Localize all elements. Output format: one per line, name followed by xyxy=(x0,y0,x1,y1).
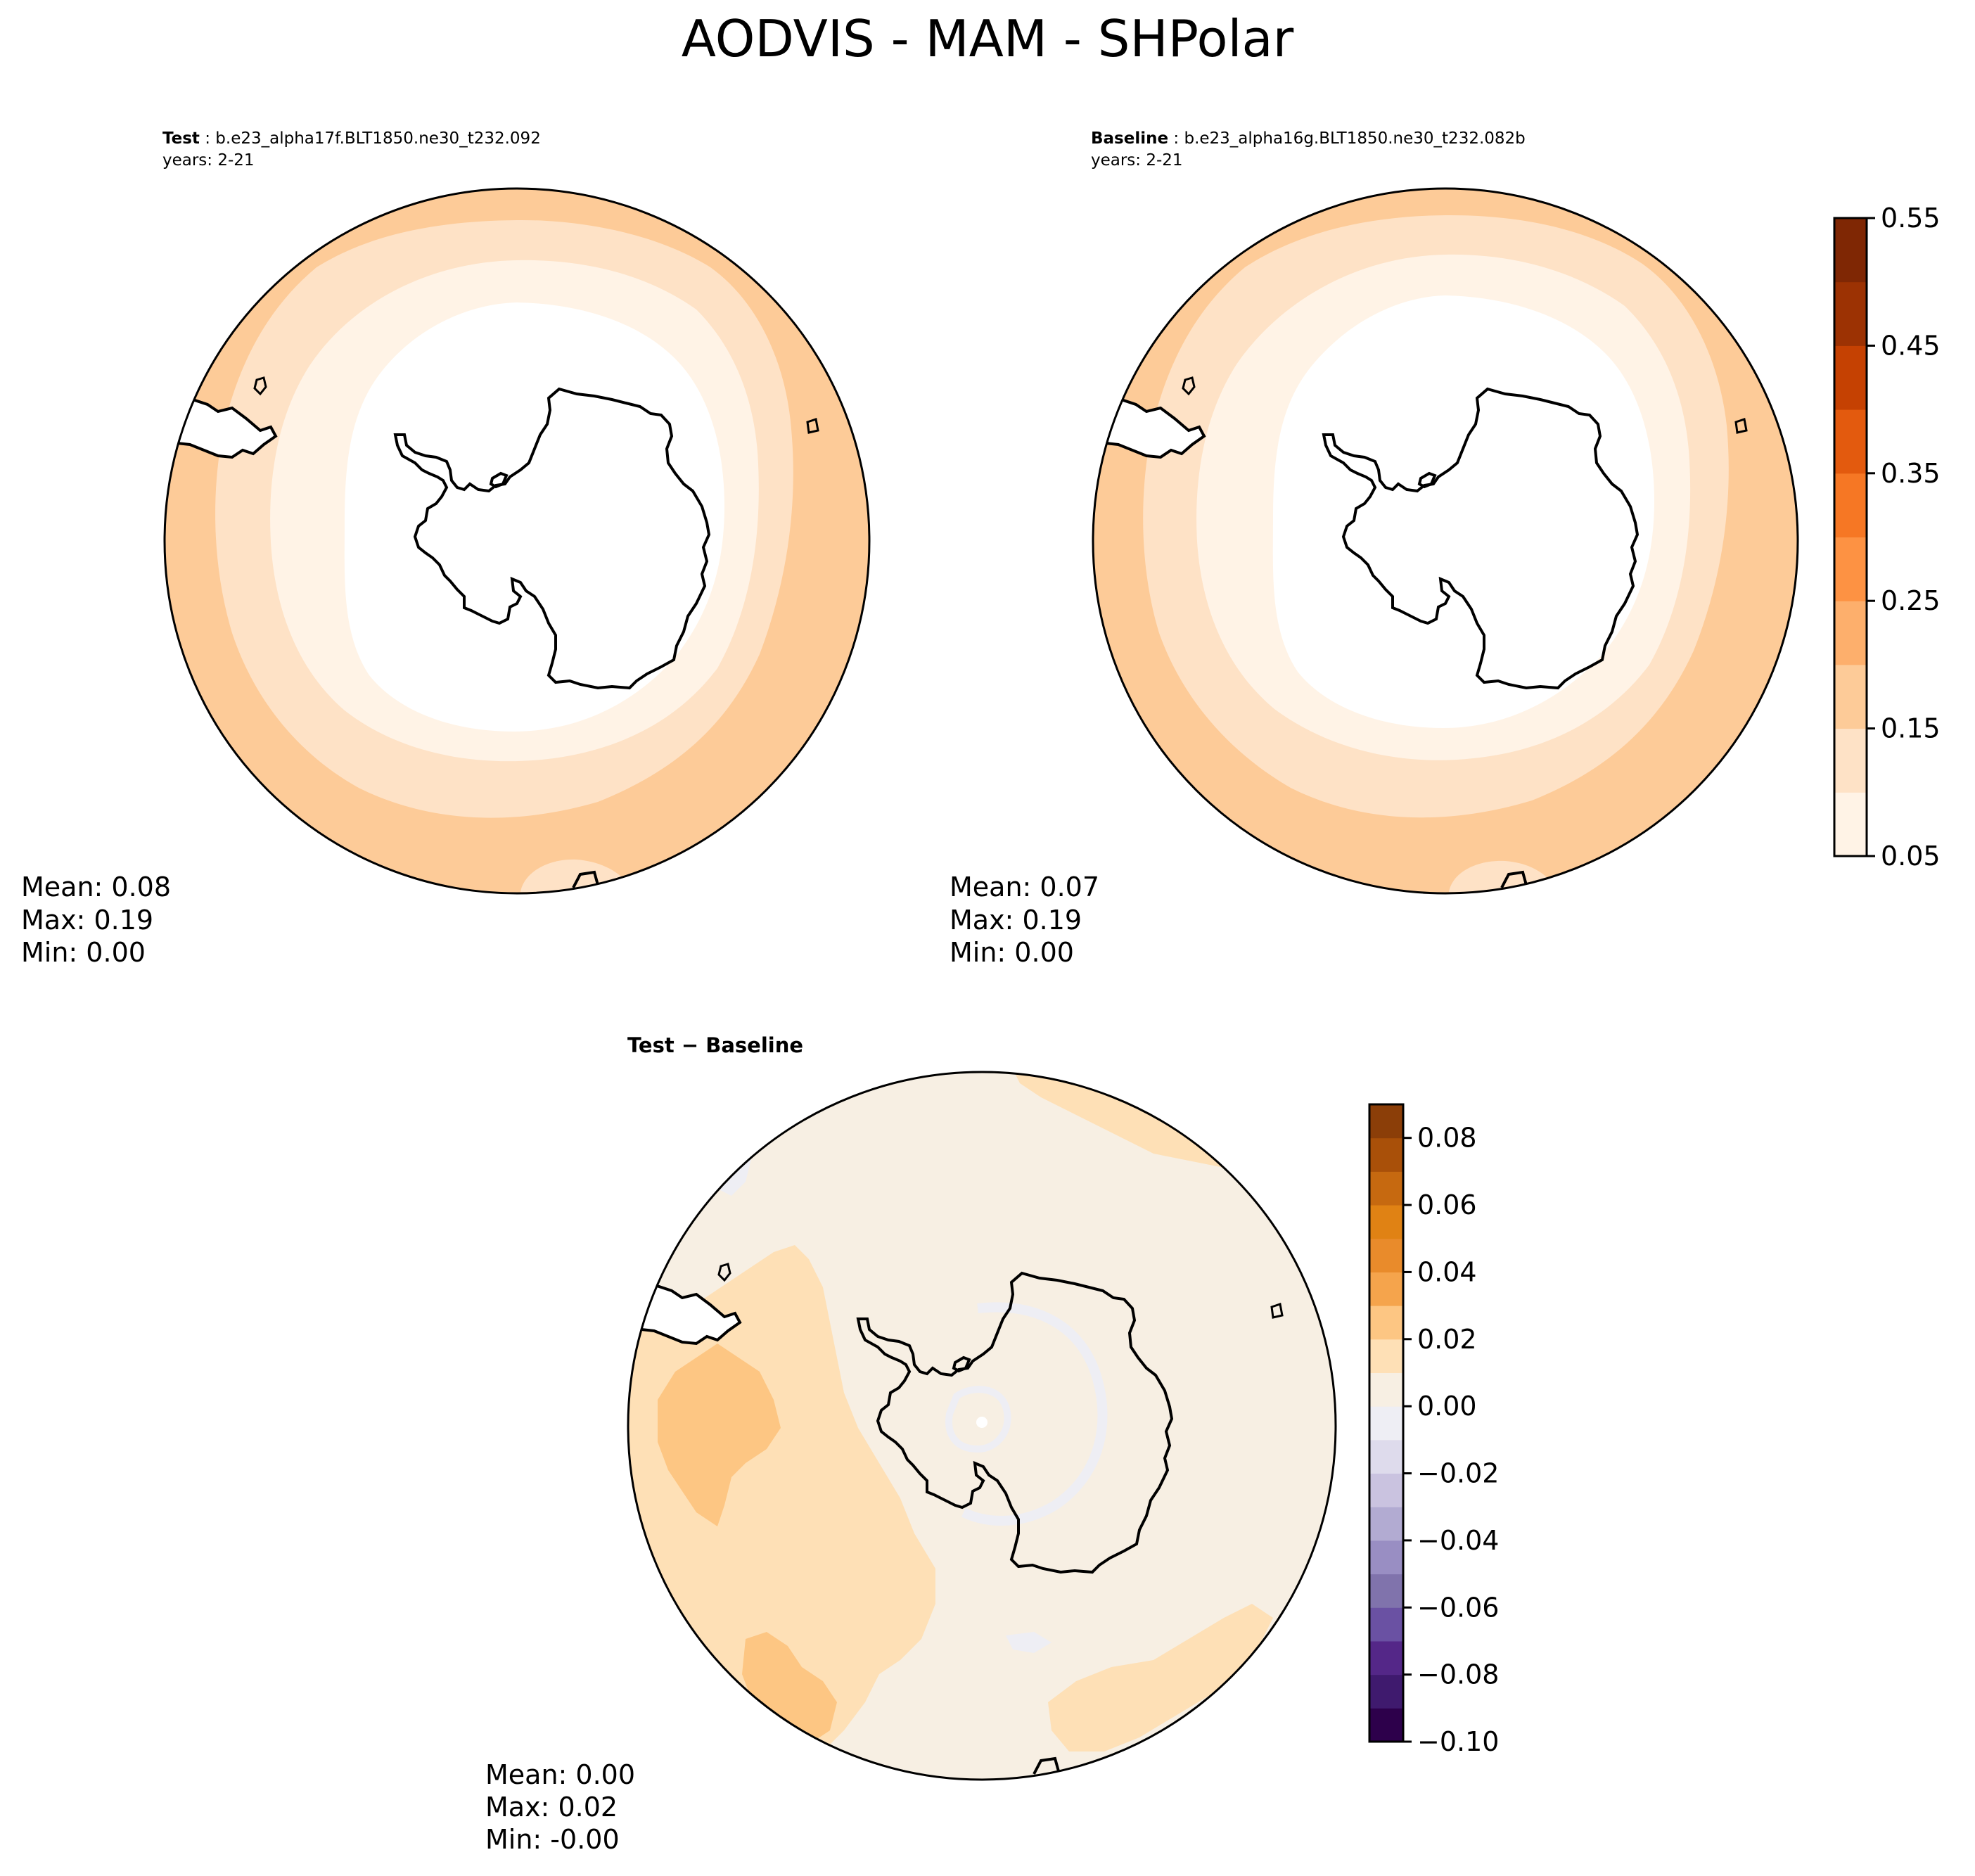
colorbar-main-swatch xyxy=(1834,537,1867,601)
colorbar-diff-tick-label: 0.00 xyxy=(1417,1391,1477,1422)
test-mean: Mean: 0.08 xyxy=(21,872,171,902)
baseline-label: Baseline xyxy=(1091,129,1168,148)
test-map xyxy=(165,189,869,893)
test-island-east xyxy=(806,418,819,434)
colorbar-diff-swatch xyxy=(1369,1406,1403,1441)
baseline-case-name: b.e23_alpha16g.BLT1850.ne30_t232.082b xyxy=(1184,129,1525,148)
colorbar-diff-tick-label: 0.08 xyxy=(1417,1123,1477,1154)
test-falklands xyxy=(253,376,267,396)
colorbar-diff-tick-label: −0.02 xyxy=(1417,1458,1499,1489)
colorbar-diff-swatch xyxy=(1369,1272,1403,1306)
colorbar-diff-swatch xyxy=(1369,1205,1403,1239)
colorbar-main-tick-label: 0.45 xyxy=(1881,330,1941,361)
colorbar-diff-swatch xyxy=(1369,1137,1403,1172)
figure-title: AODVIS - MAM - SHPolar xyxy=(682,9,1294,68)
diff-negative-ring xyxy=(961,1302,1108,1526)
colorbar-main-swatch xyxy=(1834,345,1867,410)
colorbar-main-swatch xyxy=(1834,664,1867,729)
colorbar-main-tick-label: 0.55 xyxy=(1881,203,1941,234)
diff-negative-inner-ring xyxy=(945,1386,1011,1453)
colorbar-main-tick-label: 0.25 xyxy=(1881,585,1941,616)
colorbar-main-swatch xyxy=(1834,409,1867,474)
colorbar-diff-swatch xyxy=(1369,1607,1403,1642)
diff-max: Max: 0.02 xyxy=(485,1792,618,1823)
test-max: Max: 0.19 xyxy=(21,905,153,936)
colorbar-diff-tick-label: −0.06 xyxy=(1417,1592,1499,1623)
colorbar-diff-swatch xyxy=(1369,1104,1403,1139)
baseline-map xyxy=(1093,189,1798,893)
baseline-map-boundary xyxy=(1092,187,1799,895)
diff-stronger-region-west xyxy=(658,1344,781,1526)
colorbar-diff-tick-label: −0.10 xyxy=(1417,1726,1499,1757)
colorbar-diff-swatch xyxy=(1369,1306,1403,1340)
baseline-years: years: 2-21 xyxy=(1091,151,1183,170)
test-map-boundary xyxy=(163,187,871,895)
colorbar-main: 0.05 0.15 0.25 0.35 0.45 0.55 xyxy=(1833,203,1941,872)
colorbar-diff-tick-label: −0.08 xyxy=(1417,1659,1499,1690)
test-label: Test xyxy=(162,129,200,148)
diff-map-boundary xyxy=(627,1071,1337,1781)
baseline-south-america xyxy=(1104,393,1206,459)
colorbar-main-tick-label: 0.15 xyxy=(1881,713,1941,744)
diff-min: Min: -0.00 xyxy=(485,1824,620,1855)
baseline-falklands xyxy=(1182,376,1196,396)
colorbar-diff-swatch xyxy=(1369,1473,1403,1507)
test-panel-header: Test : b.e23_alpha17f.BLT1850.ne30_t232.… xyxy=(162,129,541,148)
colorbar-diff-swatch xyxy=(1369,1439,1403,1474)
test-case-name: b.e23_alpha17f.BLT1850.ne30_t232.092 xyxy=(215,129,541,148)
colorbar-main-swatch xyxy=(1834,601,1867,665)
colorbar-diff-swatch xyxy=(1369,1540,1403,1575)
diff-panel: Test − Baseline Mean: 0.00 Max: 0.0 xyxy=(485,1033,1337,1855)
diff-positive-region-southeast xyxy=(1048,1604,1273,1751)
colorbar-diff-frame xyxy=(1368,1103,1405,1743)
colorbar-diff-tick-label: 0.02 xyxy=(1417,1324,1477,1355)
colorbar-diff-swatch xyxy=(1369,1674,1403,1709)
colorbar-diff-swatch xyxy=(1369,1372,1403,1407)
baseline-island-east xyxy=(1734,418,1748,434)
diff-pole-marker xyxy=(976,1417,988,1428)
test-min: Min: 0.00 xyxy=(21,937,146,968)
baseline-panel: Baseline : b.e23_alpha16g.BLT1850.ne30_t… xyxy=(950,129,1799,968)
test-south-america xyxy=(175,393,278,459)
colorbar-main-swatch xyxy=(1834,218,1867,283)
colorbar-main-frame xyxy=(1833,217,1868,857)
colorbar-diff-swatch xyxy=(1369,1238,1403,1272)
test-years: years: 2-21 xyxy=(162,151,255,170)
diff-mean: Mean: 0.00 xyxy=(485,1759,635,1790)
diff-panel-title: Test − Baseline xyxy=(627,1033,803,1057)
colorbar-diff-tick-label: 0.06 xyxy=(1417,1189,1477,1220)
colorbar-diff-swatch xyxy=(1369,1574,1403,1608)
baseline-max: Max: 0.19 xyxy=(950,905,1082,936)
colorbar-diff-swatch xyxy=(1369,1507,1403,1541)
colorbar-diff-tick-label: 0.04 xyxy=(1417,1256,1477,1287)
colorbar-diff-swatch xyxy=(1369,1708,1403,1742)
diff-south-america xyxy=(639,1279,742,1346)
colorbar-diff-swatch xyxy=(1369,1171,1403,1206)
colorbar-main-swatch xyxy=(1834,281,1867,346)
test-panel: Test : b.e23_alpha17f.BLT1850.ne30_t232.… xyxy=(21,129,871,968)
colorbar-diff-swatch xyxy=(1369,1339,1403,1373)
colorbar-main-swatch xyxy=(1834,728,1867,793)
colorbar-diff: −0.10 −0.08 −0.06 −0.04 −0.02 0.00 0.02 0.04 0.0… xyxy=(1368,1103,1499,1757)
colorbar-main-tick-label: 0.05 xyxy=(1881,841,1941,872)
diff-falklands xyxy=(717,1263,731,1282)
colorbar-main-swatch xyxy=(1834,792,1867,857)
baseline-panel-header: Baseline : b.e23_alpha16g.BLT1850.ne30_t… xyxy=(1091,129,1526,148)
diff-negative-patch-south xyxy=(1006,1632,1052,1653)
colorbar-diff-tick-label: −0.04 xyxy=(1417,1525,1499,1556)
diff-island-east xyxy=(1270,1303,1284,1319)
colorbar-main-tick-label: 0.35 xyxy=(1881,458,1941,489)
colorbar-diff-swatch xyxy=(1369,1640,1403,1676)
diff-positive-region-northeast xyxy=(1013,1072,1252,1168)
test-band-0 xyxy=(344,302,724,732)
baseline-mean: Mean: 0.07 xyxy=(950,872,1099,902)
diff-map xyxy=(628,1072,1336,1780)
baseline-min: Min: 0.00 xyxy=(950,937,1074,968)
colorbar-main-swatch xyxy=(1834,473,1867,537)
